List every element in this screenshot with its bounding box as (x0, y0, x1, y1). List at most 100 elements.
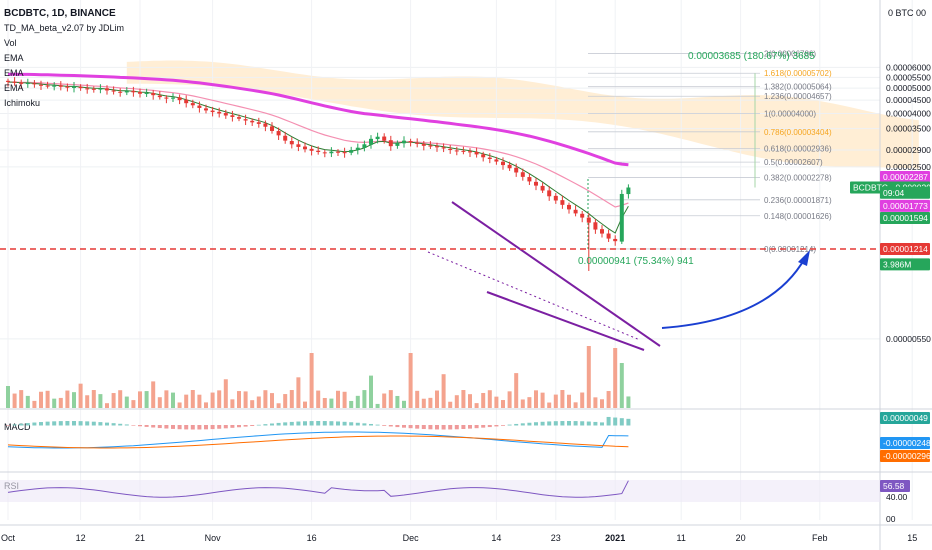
macd-histogram-bar (256, 424, 261, 426)
macd-histogram-bar (408, 425, 413, 429)
macd-histogram-bar (534, 422, 538, 426)
volume-bar (520, 399, 525, 408)
candle-body (197, 105, 202, 108)
price-tick-label: 0.00004500 (886, 95, 931, 105)
volume-bar (494, 396, 499, 408)
macd-histogram-bar (593, 421, 598, 426)
volume-bar (487, 390, 492, 408)
volume-bar (428, 397, 433, 408)
macd-histogram-bar (270, 423, 274, 426)
macd-histogram-bar (32, 422, 37, 426)
macd-badge-label: 0.00000049 (883, 413, 928, 423)
candle-body (118, 91, 123, 93)
candle-body (25, 83, 30, 85)
macd-histogram-bar (329, 421, 334, 426)
wedge-upper-line (451, 201, 661, 347)
macd-pane[interactable]: MACD (4, 416, 631, 449)
candle-body (507, 164, 512, 169)
macd-histogram-bar (421, 425, 426, 430)
volume-bar (474, 403, 479, 408)
indicator-ichimoku[interactable]: Ichimoku (4, 98, 40, 108)
volume-bar (276, 403, 281, 408)
macd-histogram-bar (336, 421, 340, 426)
volume-bar (171, 392, 175, 408)
macd-histogram-bar (520, 423, 525, 426)
time-tick-label: 15 (907, 533, 917, 543)
price-tick-label: 0.00005000 (886, 83, 931, 93)
candle-body (19, 82, 24, 84)
volume-bar (421, 398, 426, 408)
candle-body (296, 144, 301, 147)
candle-body (32, 83, 37, 85)
macd-histogram-bar (402, 425, 406, 428)
macd-histogram-bar (151, 425, 156, 428)
macd-histogram-bar (355, 422, 360, 426)
drawings[interactable]: 0.00003685 (180.67%) 3685 0.00000941 (75.… (0, 51, 880, 351)
volume-bar (12, 393, 17, 408)
time-tick-label: 16 (307, 533, 317, 543)
indicator-ema-2[interactable]: EMA (4, 68, 24, 78)
volume-bar (78, 383, 83, 408)
macd-histogram-bar (230, 425, 235, 428)
macd-histogram-bar (263, 424, 268, 426)
candle-body (91, 88, 96, 90)
macd-badge (880, 412, 930, 424)
indicator-td-ma[interactable]: TD_MA_beta_v2.07 by JDLim (4, 23, 124, 33)
volume-bar (586, 346, 591, 408)
indicator-ema-3[interactable]: EMA (4, 83, 24, 93)
volume-bar (382, 393, 387, 408)
macd-histogram-bar (606, 416, 611, 426)
volume-bar (223, 379, 228, 408)
indicator-vol[interactable]: Vol (4, 38, 17, 48)
candle-body (105, 88, 109, 91)
macd-histogram-bar (560, 421, 565, 426)
rsi-badge (880, 480, 910, 492)
candle-body (210, 110, 215, 113)
candle-body (560, 200, 565, 205)
macd-histogram-bar (111, 423, 116, 426)
macd-histogram-bar (98, 422, 103, 426)
symbol-title[interactable]: BCDBTC, 1D, BINANCE (4, 8, 116, 19)
macd-histogram-bar (138, 425, 142, 427)
macd-histogram-bar (78, 421, 83, 426)
macd-histogram-bar (435, 425, 439, 430)
volume-bar (250, 400, 255, 408)
time-axis[interactable]: Oct 12 21 Nov 16 Dec 14 23 2021 11 20 Feb 15 (1, 533, 917, 543)
price-badge (880, 242, 930, 255)
candle-body (250, 120, 255, 123)
macd-histogram-bar (197, 425, 202, 430)
candle-body (573, 209, 578, 214)
macd-histogram-bar (6, 425, 10, 426)
candle-body (85, 88, 90, 90)
time-tick-label: Dec (403, 533, 420, 543)
volume-bar (131, 400, 136, 408)
rsi-pane[interactable]: RSI (0, 480, 880, 502)
macd-histogram-bar (237, 425, 241, 428)
fib-label: 0.5(0.00002607) (764, 158, 823, 167)
candle-body (270, 126, 274, 131)
candle-body (223, 113, 228, 116)
projection-arrow (661, 257, 806, 329)
macd-histogram-bar (501, 425, 505, 426)
indicator-ema-1[interactable]: EMA (4, 53, 24, 63)
time-tick-label: Feb (812, 533, 828, 543)
indicator-legend[interactable]: BCDBTC, 1D, BINANCE TD_MA_beta_v2.07 by … (4, 8, 124, 108)
macd-histogram-bar (217, 425, 222, 429)
macd-histogram-bar (289, 421, 294, 426)
price-tick-label: 0.00006000 (886, 62, 931, 72)
volume-bar (514, 373, 519, 408)
volume-bar (567, 394, 571, 408)
volume-bar (91, 390, 96, 408)
price-badge-label: 0.00002287 (883, 172, 928, 182)
macd-histogram-bar (586, 421, 591, 426)
macd-histogram-bar (487, 425, 492, 428)
volume-bar (553, 394, 558, 408)
volume-bar (547, 402, 552, 408)
volume-bar (309, 353, 314, 408)
macd-histogram-bar (250, 425, 255, 426)
macd-histogram-bar (362, 423, 367, 426)
candle-body (474, 151, 479, 155)
volume-bar (580, 392, 585, 408)
